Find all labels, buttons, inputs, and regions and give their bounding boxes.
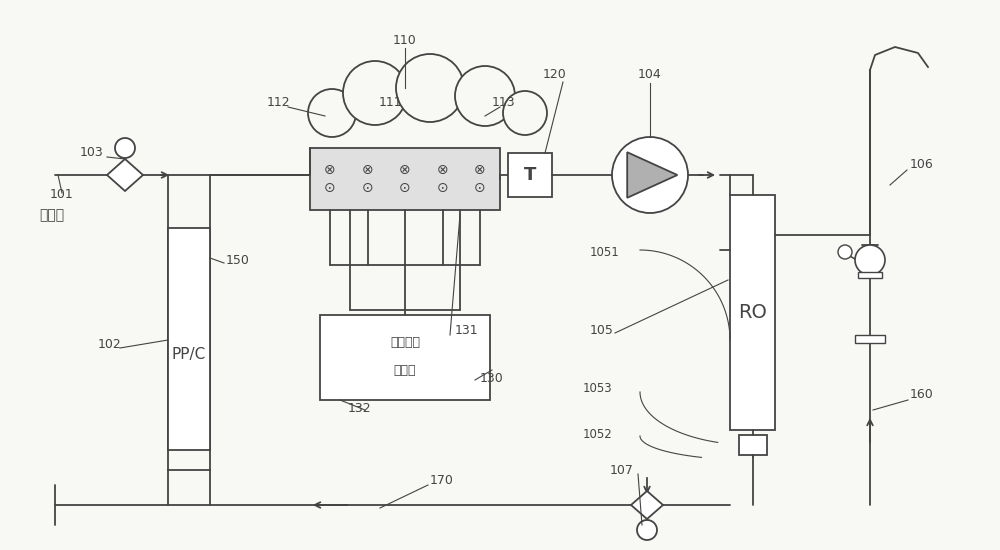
Polygon shape [627,152,677,198]
Circle shape [308,89,356,137]
Circle shape [343,61,407,125]
Bar [730,195,775,430]
Text: 131: 131 [455,323,479,337]
Text: 1052: 1052 [583,428,613,442]
Text: ⊗: ⊗ [324,163,336,177]
Text: 105: 105 [590,323,614,337]
Text: 120: 120 [543,69,567,81]
Bar [508,153,552,197]
Text: ⊙: ⊙ [362,181,373,195]
Text: ⊗: ⊗ [437,163,448,177]
Text: ⊗: ⊗ [474,163,486,177]
Circle shape [855,245,885,275]
Text: ⊗: ⊗ [362,163,373,177]
Polygon shape [107,159,143,191]
Text: 112: 112 [266,96,290,108]
Text: 自来水: 自来水 [39,208,65,222]
Text: 1053: 1053 [583,382,613,394]
Circle shape [396,54,464,122]
Text: 电磁加热: 电磁加热 [390,337,420,349]
Text: PP/C: PP/C [172,348,206,362]
Text: T: T [524,166,536,184]
Text: 160: 160 [910,388,934,401]
Bar [310,148,500,210]
Circle shape [455,66,515,126]
Circle shape [503,91,547,135]
Text: ⊙: ⊙ [399,181,411,195]
Text: ⊙: ⊙ [324,181,336,195]
Text: 102: 102 [98,338,122,351]
Text: ⊗: ⊗ [399,163,411,177]
Text: 130: 130 [480,371,504,384]
Text: 170: 170 [430,474,454,487]
Text: 104: 104 [638,69,662,81]
Bar [855,335,885,343]
Text: 110: 110 [393,34,417,47]
Text: RO: RO [738,303,767,322]
Text: 101: 101 [50,189,74,201]
Circle shape [637,520,657,540]
Bar [738,435,767,455]
Bar [320,315,490,400]
Text: ⊙: ⊙ [474,181,486,195]
Text: 113: 113 [491,96,515,108]
Bar [858,272,882,278]
Text: 150: 150 [226,254,250,267]
Text: 控制器: 控制器 [394,364,416,377]
Bar [168,228,210,450]
Text: 132: 132 [348,402,372,415]
Text: 107: 107 [610,464,634,476]
Text: ⊙: ⊙ [437,181,448,195]
Text: 106: 106 [910,158,934,172]
Text: 111: 111 [378,96,402,108]
Circle shape [115,138,135,158]
Circle shape [838,245,852,259]
Text: 103: 103 [80,146,104,158]
Polygon shape [631,491,663,519]
Circle shape [612,137,688,213]
Text: 1051: 1051 [590,245,620,258]
